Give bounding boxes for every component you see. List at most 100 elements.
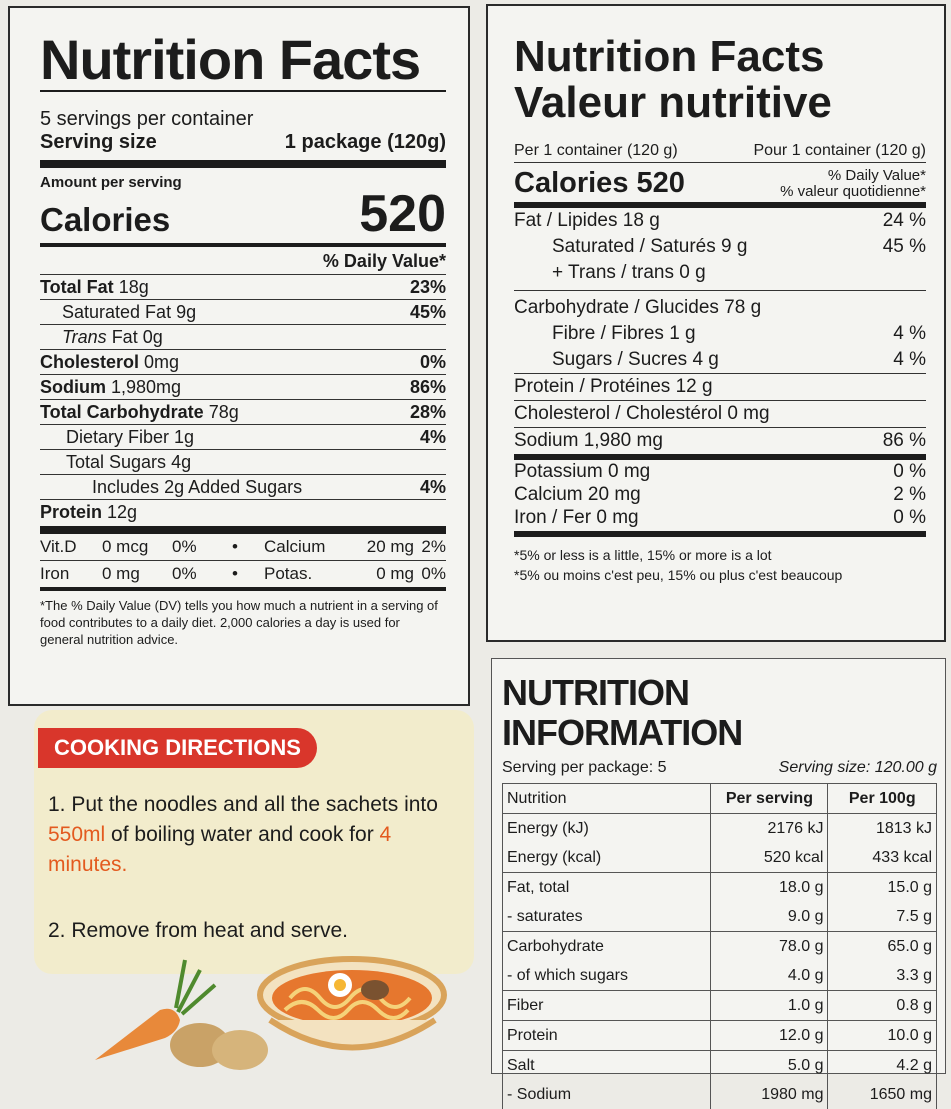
nutrient-amount: 9g [176, 302, 197, 322]
mineral-name: Calcium [264, 537, 326, 556]
ca-nutrient-dv: 2 % [893, 484, 926, 505]
cell-per-100g: 3.3 g [827, 961, 937, 991]
ca-nutrition-facts-panel: Nutrition Facts Valeur nutritive Per 1 c… [486, 4, 946, 642]
daily-value-header: % Daily Value* [322, 251, 446, 271]
ca-nutrient-label: Sodium 1,980 mg [514, 430, 663, 451]
noodle-bowl-illustration [95, 956, 447, 1070]
cell-nutrient: - saturates [501, 902, 712, 932]
table-header-row: Nutrition Per serving Per 100g [501, 783, 937, 814]
ca-nutrient-row: Saturated / Saturés 9 g 45 % [514, 234, 926, 260]
nutrient-dv: 23% [409, 277, 446, 297]
cooking-step-1: 1. Put the noodles and all the sachets i… [48, 790, 458, 880]
mineral-name: Potas. [264, 564, 313, 583]
nutrient-dv: 0% [419, 352, 446, 372]
ca-nutrient-row: Calcium 20 mg 2 % [514, 483, 926, 506]
nutrient-label: Total Carbohydrate [40, 402, 204, 422]
table-row: Fiber 1.0 g 0.8 g [501, 990, 937, 1021]
dv-fr: % valeur quotidienne* [780, 182, 926, 200]
serving-size-row: Serving size 1 package (120g) [40, 131, 446, 154]
vitamin-dv: 0% [172, 537, 197, 556]
nutrient-row: Total Fat 18g 23% [40, 274, 446, 299]
nutrient-label: Saturated Fat [62, 302, 172, 322]
us-footnote: *The % Daily Value (DV) tells you how mu… [40, 598, 438, 647]
vitamin-amount: 0 mcg [102, 537, 149, 556]
ca-nutrient-label: Fibre / Fibres 1 g [552, 323, 696, 344]
ca-nutrient-dv: 4 % [893, 323, 926, 344]
nutrient-label: Trans [62, 327, 107, 347]
us-nutrition-facts-panel: Nutrition Facts 5 servings per container… [8, 6, 470, 706]
ca-nutrient-label: Saturated / Saturés 9 g [552, 236, 748, 257]
potato-icon [170, 1023, 268, 1070]
serving-size-label: Serving size [40, 131, 157, 153]
vitamin-row: Vit.D 0 mcg 0% • Calcium 20 mg 2% [40, 534, 446, 560]
vitamin-row: Iron 0 mg 0% • Potas. 0 mg 0% [40, 560, 446, 587]
vitamin-amount: 0 mg [102, 564, 140, 583]
nutrient-dv: 45% [409, 302, 446, 322]
nutrient-amount: 4g [171, 452, 192, 472]
nutrient-amount: 12g [107, 502, 138, 522]
nutrient-row: Sodium 1,980mg 86% [40, 374, 446, 399]
ca-calories-row: Calories 520 % Daily Value*% valeur quot… [514, 163, 926, 202]
ca-nutrient-row: Fat / Lipides 18 g 24 % [514, 208, 926, 234]
ca-title-fr: Valeur nutritive [514, 78, 832, 127]
cooking-directions-box: COOKING DIRECTIONS 1. Put the noodles an… [34, 710, 474, 974]
ca-nutrient-dv: 45 % [882, 236, 926, 257]
nutrient-label-suffix: Fat [106, 327, 138, 347]
ca-footnote: *5% or less is a little, 15% or more is … [514, 545, 926, 585]
bowl-icon [257, 956, 447, 1051]
cell-per-100g: 7.5 g [827, 902, 937, 932]
nutrient-row: Protein 12g [40, 499, 446, 524]
cell-per-serving: 520 kcal [710, 843, 829, 873]
ca-nutrient-label: Sugars / Sucres 4 g [552, 349, 719, 370]
table-row: - saturates 9.0 g 7.5 g [501, 902, 937, 932]
mineral-amount: 0 mg [376, 564, 414, 583]
header-nutrition: Nutrition [501, 783, 712, 814]
ca-nutrient-row: Sodium 1,980 mg 86 % [514, 428, 926, 454]
ca-nutrient-label: Iron / Fer 0 mg [514, 507, 639, 528]
carrot-icon [95, 959, 217, 1060]
nutrient-amount: 78g [208, 402, 239, 422]
nutrient-amount: 18g [118, 277, 149, 297]
info-serving-size: Serving size: 120.00 g [778, 759, 937, 776]
ca-nutrient-label: Carbohydrate / Glucides 78 g [514, 297, 762, 318]
ca-nutrient-row: Carbohydrate / Glucides 78 g [514, 295, 926, 321]
table-row: - Sodium 1980 mg 1650 mg [501, 1080, 937, 1109]
serving-size-value: 1 package (120g) [284, 131, 446, 153]
nutrient-dv: 4% [419, 477, 446, 497]
table-row: Energy (kcal) 520 kcal 433 kcal [501, 843, 937, 873]
ca-nutrient-label: + Trans / trans 0 g [552, 262, 706, 283]
nutrition-information-panel: NUTRITION INFORMATION Serving per packag… [491, 658, 946, 1109]
step1-text-b: of boiling water and cook for [105, 823, 380, 846]
nutrient-dv: 28% [409, 402, 446, 422]
ca-nutrient-row: Iron / Fer 0 mg 0 % [514, 506, 926, 529]
ca-footnote-fr: *5% ou moins c'est peu, 15% ou plus c'es… [514, 567, 843, 583]
table-row: - of which sugars 4.0 g 3.3 g [501, 961, 937, 991]
nutrient-label: Total Sugars [66, 452, 167, 472]
table-row: Fat, total 18.0 g 15.0 g [501, 872, 937, 902]
table-row: Protein 12.0 g 10.0 g [501, 1020, 937, 1051]
cell-per-serving: 1980 mg [710, 1080, 829, 1109]
cell-nutrient: Energy (kJ) [501, 813, 712, 843]
nutrient-label: Cholesterol [40, 352, 140, 372]
cell-per-100g: 433 kcal [827, 843, 937, 873]
amount-per-serving: Amount per serving [40, 174, 182, 191]
ca-nutrient-label: Potassium 0 mg [514, 461, 651, 482]
ca-nutrient-dv: 0 % [893, 461, 926, 482]
ca-nutrient-row: Sugars / Sucres 4 g 4 % [514, 347, 926, 373]
vitamin-name: Iron [40, 564, 70, 583]
us-title: Nutrition Facts [40, 28, 421, 91]
servings-per-container: 5 servings per container [40, 108, 254, 130]
cell-per-serving: 4.0 g [710, 961, 829, 991]
nutrient-label: Protein [40, 502, 103, 522]
mineral-amount: 20 mg [366, 537, 414, 556]
cell-per-100g: 4.2 g [827, 1050, 937, 1080]
header-per-100g: Per 100g [827, 783, 937, 814]
table-row: Energy (kJ) 2176 kJ 1813 kJ [501, 813, 937, 843]
cell-per-serving: 1.0 g [710, 990, 829, 1021]
ca-nutrient-dv: 86 % [882, 430, 926, 451]
nutrient-label: Dietary Fiber [66, 427, 170, 447]
ca-nutrient-label: Cholesterol / Cholestérol 0 mg [514, 403, 770, 424]
calories-row: Calories 520 [40, 188, 446, 240]
mineral-dv: 2% [421, 537, 446, 556]
cell-per-100g: 1813 kJ [827, 813, 937, 843]
